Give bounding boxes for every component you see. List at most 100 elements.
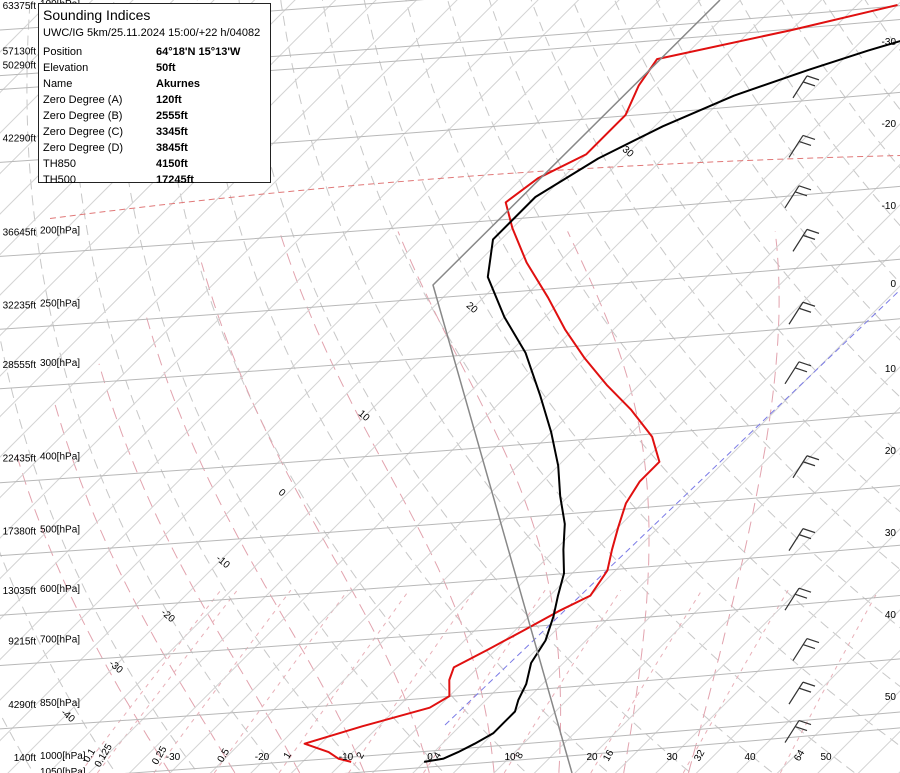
altitude-label: 63375ft <box>3 1 37 12</box>
isotherm <box>47 0 823 773</box>
isotherm <box>736 609 900 773</box>
moist-adiabat <box>98 363 301 773</box>
wind-barb <box>792 637 820 661</box>
isotherm <box>493 366 900 773</box>
reference-lines <box>49 155 900 726</box>
indices-row: TH500 17245ft <box>43 172 240 188</box>
indices-row: Zero Degree (A) 120ft <box>43 92 240 108</box>
pressure-label: 700[hPa] <box>40 635 80 646</box>
mixing-ratio-label: 16 <box>601 748 616 764</box>
isotherm <box>0 0 134 134</box>
dry-adiabat <box>0 551 117 773</box>
mixing-ratio-line <box>153 589 292 773</box>
pressure-label: 300[hPa] <box>40 358 80 369</box>
pressure-label: 850[hPa] <box>40 698 80 709</box>
wind-barb <box>788 681 816 705</box>
dry-adiabat <box>363 0 900 747</box>
isotherm <box>0 0 539 539</box>
wind-barb <box>792 455 820 479</box>
dry-adiabat <box>864 0 900 52</box>
isotherm <box>0 0 742 742</box>
panel-subtitle: UWC/IG 5km/25.11.2024 15:00/+22 h/04082 <box>43 27 261 39</box>
isotherm-bottom-label: 20 <box>586 752 598 763</box>
indices-row: Zero Degree (D) 3845ft <box>43 140 240 156</box>
pressure-label: 200[hPa] <box>40 225 80 236</box>
indices-value: 120ft <box>156 94 182 106</box>
mixing-ratio-line <box>278 589 410 773</box>
sounding-series <box>303 0 900 773</box>
indices-value: Akurnes <box>156 78 201 90</box>
altitude-label: 22435ft <box>3 454 37 465</box>
isotherm-right-label: 30 <box>885 528 897 539</box>
altitude-label: 17380ft <box>3 527 37 538</box>
wind-barbs <box>784 75 820 743</box>
indices-value: 17245ft <box>156 174 194 186</box>
mixing-ratio-line <box>97 589 238 773</box>
altitude-label: 50290ft <box>3 61 37 72</box>
isotherm-skew-label: 10 <box>356 408 372 424</box>
isotherm <box>0 0 499 499</box>
mixing-ratio-label: 4 <box>432 750 445 761</box>
altitude-label: 32235ft <box>3 300 37 311</box>
altitude-label: 140ft <box>14 753 36 764</box>
isotherm <box>412 285 900 773</box>
mixing-ratio-label: 8 <box>514 750 527 761</box>
dry-adiabat <box>70 0 363 773</box>
isotherm-bottom-label: 10 <box>504 752 516 763</box>
isotherm-skew-label: -30 <box>107 658 125 676</box>
wind-barb <box>784 720 812 743</box>
isobar-line <box>0 595 900 666</box>
mixing-ratio-line <box>590 589 703 773</box>
indices-value: 64°18'N 15°13'W <box>156 46 241 58</box>
isobar-line <box>344 727 900 773</box>
isotherm <box>0 0 620 620</box>
isotherm <box>88 0 863 773</box>
isotherm-right-label: -30 <box>882 37 897 48</box>
isotherm-right-label: 0 <box>890 279 896 290</box>
isobar-line <box>0 258 900 330</box>
isotherm <box>817 690 900 773</box>
indices-row: Zero Degree (C) 3345ft <box>43 124 240 140</box>
isotherm-bottom-label: 30 <box>666 752 678 763</box>
reference-dashed-line <box>444 289 900 726</box>
pressure-label: 250[hPa] <box>40 298 80 309</box>
pressure-label: 400[hPa] <box>40 452 80 463</box>
altitude-label: 42290ft <box>3 133 37 144</box>
pressure-label: 1050[hPa] <box>40 767 86 773</box>
altitude-label: 4290ft <box>8 700 36 711</box>
indices-value: 4150ft <box>156 158 188 170</box>
dry-adiabat <box>405 0 900 688</box>
isotherm <box>0 0 458 458</box>
pressure-label: 600[hPa] <box>40 584 80 595</box>
dry-adiabat <box>238 0 692 773</box>
moist-adiabat <box>200 262 430 773</box>
wind-barb <box>788 528 816 551</box>
indices-key: Name <box>43 78 73 90</box>
isotherm <box>250 123 900 773</box>
mixing-ratio-label: 0.5 <box>216 747 233 765</box>
isotherm <box>7 0 782 773</box>
panel-title: Sounding Indices <box>43 7 151 23</box>
mixing-ratio-label: 32 <box>692 748 707 764</box>
isotherm-bottom-label: -30 <box>166 752 181 763</box>
pressure-label: 1000[hPa] <box>40 751 86 762</box>
indices-key: TH850 <box>43 158 77 170</box>
moist-adiabat <box>54 404 236 773</box>
isobar-line <box>0 544 900 616</box>
dry-adiabat <box>321 0 856 773</box>
isotherm-skew-label: 20 <box>464 300 480 316</box>
dry-adiabat <box>488 0 900 571</box>
isotherm-skew-label: -10 <box>214 553 232 571</box>
mixing-ratio-line <box>779 589 879 773</box>
indices-row: TH850 4150ft <box>43 156 240 172</box>
isotherm-bottom-label: 40 <box>744 752 756 763</box>
dry-adiabat <box>26 0 281 773</box>
mixing-ratio-label: 1 <box>282 750 295 761</box>
mixing-ratio-line <box>348 589 476 773</box>
isotherm <box>574 447 900 773</box>
isobar-line <box>124 711 900 773</box>
moist-adiabat <box>146 316 365 773</box>
axis-labels: 1050[hPa] 140ft 1000[hPa] 4290ft 850[hPa] 921… <box>3 0 897 773</box>
pressure-label: 500[hPa] <box>40 525 80 536</box>
